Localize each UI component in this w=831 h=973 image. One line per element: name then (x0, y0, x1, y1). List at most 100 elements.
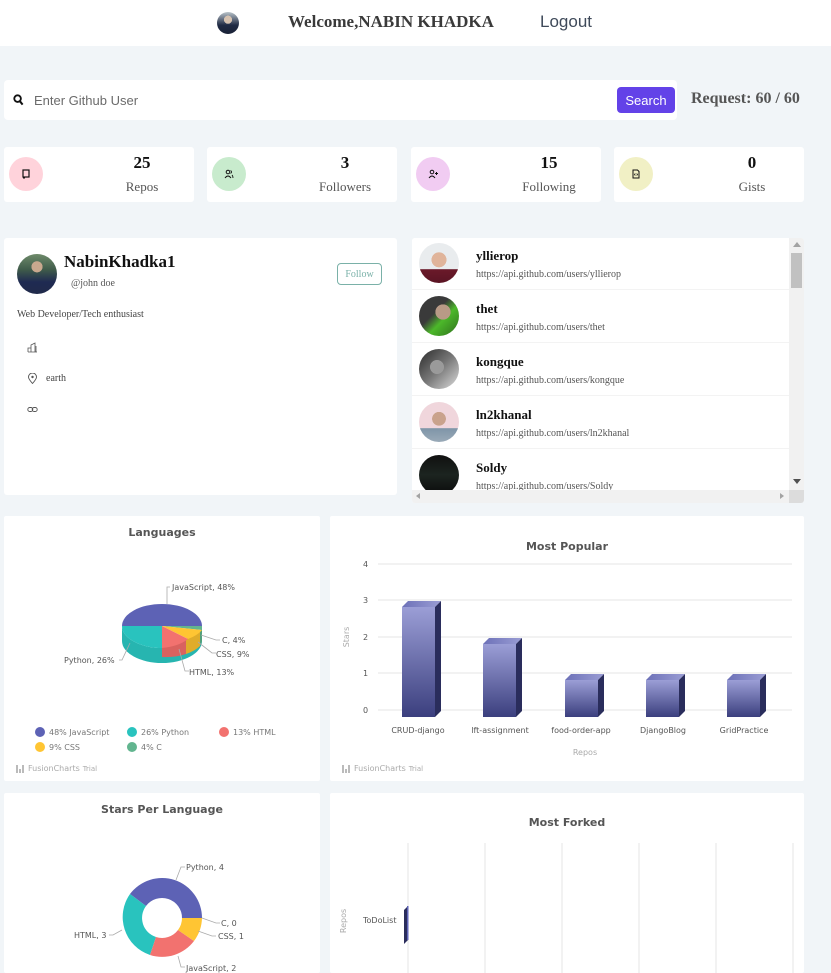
fusioncharts-trial-badge[interactable]: FusionCharts Trial (16, 764, 97, 773)
doughnut-label: CSS, 1 (218, 932, 244, 941)
welcome-text: Welcome,NABIN KHADKA (288, 12, 494, 31)
x-tick: DjangoBlog (640, 726, 686, 735)
legend-label: 48% JavaScript (49, 727, 110, 737)
location-text: earth (46, 373, 66, 384)
horizontal-scrollbar[interactable] (412, 490, 789, 503)
legend-dot-icon (35, 742, 45, 752)
scroll-left-icon[interactable] (416, 493, 420, 499)
follower-item[interactable]: ln2khanal https://api.github.com/users/l… (412, 397, 789, 449)
follower-login[interactable]: yllierop (476, 248, 519, 263)
follower-login[interactable]: Soldy (476, 460, 508, 475)
stat-value: 25 (133, 153, 151, 172)
legend-dot-icon (35, 727, 45, 737)
follower-item[interactable]: thet https://api.github.com/users/thet (412, 291, 789, 343)
scroll-up-icon[interactable] (793, 242, 801, 247)
gist-icon (619, 157, 653, 191)
y-axis-label: Repos (339, 909, 348, 933)
follower-avatar (419, 243, 459, 283)
x-tick: CRUD-django (391, 726, 444, 735)
legend-label: 13% HTML (233, 727, 276, 737)
profile-company (27, 342, 46, 353)
stat-label: Repos (125, 179, 159, 194)
bar-todolist[interactable] (404, 906, 409, 944)
y-tick: 4 (363, 560, 368, 569)
scroll-right-icon[interactable] (780, 493, 784, 499)
pie-label: CSS, 9% (216, 650, 250, 659)
stat-value: 3 (340, 153, 350, 172)
legend-dot-icon (127, 742, 137, 752)
stat-value: 15 (540, 153, 558, 172)
bar-crud-django[interactable] (402, 601, 441, 717)
y-tick: 3 (363, 596, 368, 605)
pie-label: JavaScript, 48% (171, 583, 235, 592)
link-icon (27, 407, 38, 412)
doughnut-label: JavaScript, 2 (185, 964, 236, 973)
profile-blog[interactable] (27, 404, 46, 415)
follower-url[interactable]: https://api.github.com/users/Soldy (476, 481, 614, 490)
bar-food-order-app[interactable] (565, 674, 604, 717)
legend-item[interactable]: 13% HTML (219, 727, 276, 737)
follower-url[interactable]: https://api.github.com/users/ln2khanal (476, 428, 630, 439)
follower-item[interactable]: Soldy https://api.github.com/users/Soldy (412, 450, 789, 490)
most-popular-chart: Most Popular 4 3 2 1 0 Stars (330, 516, 804, 781)
legend-item[interactable]: 9% CSS (35, 742, 80, 752)
follower-login[interactable]: kongque (476, 354, 524, 369)
bar-gridpractice[interactable] (727, 674, 766, 717)
scroll-down-icon[interactable] (793, 479, 801, 484)
languages-chart: Languages JavaScript, 48% C, 4% CSS, 9% … (4, 516, 320, 781)
search-button[interactable]: Search (617, 87, 675, 113)
x-axis-label: Repos (573, 748, 597, 757)
follower-login[interactable]: ln2khanal (476, 407, 532, 422)
y-axis-label: Stars (342, 627, 351, 648)
legend-item[interactable]: 48% JavaScript (35, 727, 109, 737)
follower-url[interactable]: https://api.github.com/users/yllierop (476, 269, 621, 280)
doughnut-label: HTML, 3 (74, 931, 106, 940)
scrollbar-corner (789, 490, 804, 503)
pie-label: C, 4% (222, 636, 246, 645)
legend-dot-icon (127, 727, 137, 737)
follower-url[interactable]: https://api.github.com/users/thet (476, 322, 605, 333)
most-forked-bars: Repos ToDoList (339, 843, 794, 973)
chart-title: Most Popular (525, 540, 609, 553)
follower-login[interactable]: thet (476, 301, 498, 316)
follower-avatar (419, 296, 459, 336)
search-form: Search (4, 80, 677, 120)
legend-item[interactable]: 26% Python (127, 727, 189, 737)
following-icon (416, 157, 450, 191)
request-rate-limit: Request: 60 / 60 (691, 90, 800, 107)
logout-button[interactable]: Logout (540, 12, 592, 31)
chart-title: Most Forked (528, 816, 606, 829)
fc-brand: FusionCharts (354, 764, 406, 773)
fusioncharts-trial-badge[interactable]: FusionCharts Trial (342, 764, 423, 773)
languages-pie: JavaScript, 48% C, 4% CSS, 9% HTML, 13% … (64, 583, 250, 677)
github-user-input[interactable] (34, 88, 594, 112)
most-forked-chart: Most Forked Repos ToDoList (330, 793, 804, 973)
bar-lft-assignment[interactable] (483, 638, 522, 717)
follower-item[interactable]: kongque https://api.github.com/users/kon… (412, 344, 789, 396)
y-tick: 2 (363, 633, 368, 642)
bar-djangoblog[interactable] (646, 674, 685, 717)
follower-avatar (419, 455, 459, 490)
follow-button[interactable]: Follow (337, 263, 382, 285)
stat-card-followers: 3 Followers (207, 147, 397, 202)
location-icon (28, 373, 37, 384)
y-tick: ToDoList (362, 916, 396, 925)
profile-card: NabinKhadka1 @john doe Follow Web Develo… (4, 238, 397, 495)
follower-item[interactable]: yllierop https://api.github.com/users/yl… (412, 238, 789, 290)
legend-item[interactable]: 4% C (127, 742, 162, 752)
scrollbar-thumb[interactable] (791, 253, 802, 288)
follower-url[interactable]: https://api.github.com/users/kongque (476, 375, 625, 386)
fc-trial: Trial (408, 764, 424, 773)
profile-name: NabinKhadka1 (64, 252, 176, 271)
y-tick: 1 (363, 669, 368, 678)
stars-doughnut: Python, 4 C, 0 CSS, 1 HTML, 3 JavaScript… (74, 863, 244, 973)
stat-label: Followers (319, 179, 371, 194)
vertical-scrollbar[interactable] (789, 238, 804, 490)
pie-label: HTML, 13% (189, 668, 235, 677)
fc-brand: FusionCharts (28, 764, 80, 773)
stat-card-gists: 0 Gists (614, 147, 804, 202)
fusioncharts-logo-icon (16, 764, 24, 773)
profile-avatar (17, 254, 57, 294)
stat-card-following: 15 Following (411, 147, 601, 202)
followers-list[interactable]: yllierop https://api.github.com/users/yl… (412, 238, 789, 490)
